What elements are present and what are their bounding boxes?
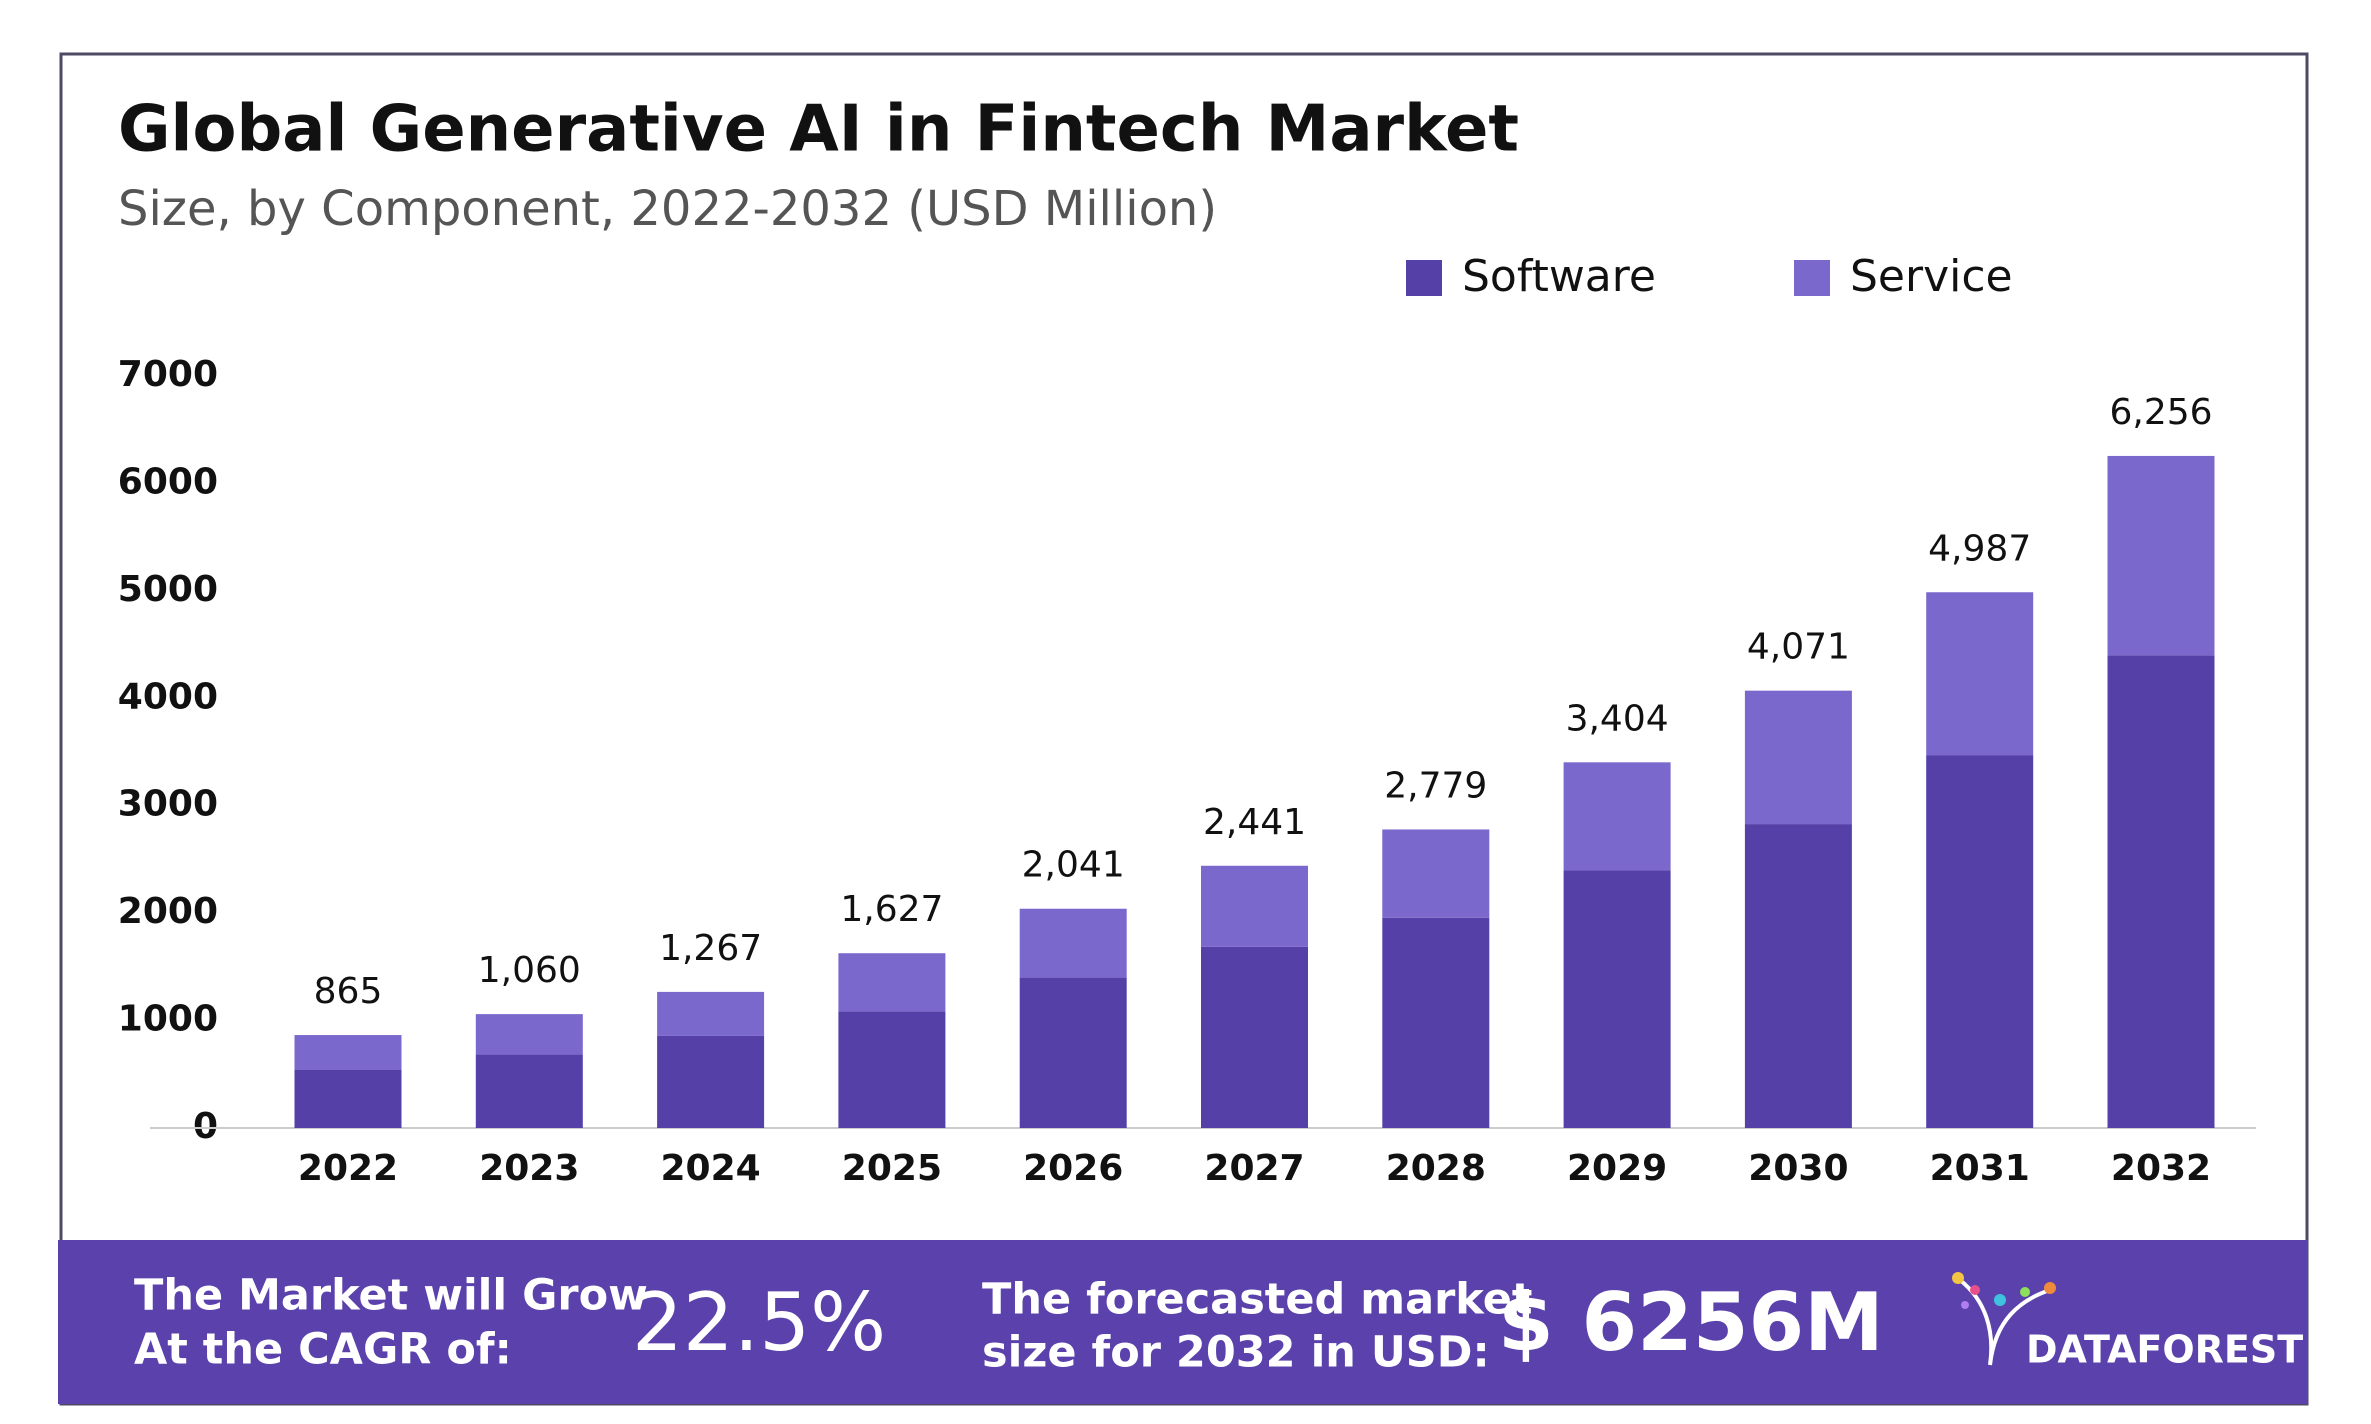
total-label: 2,441 [1203,802,1306,843]
x-tick-label: 2028 [1386,1148,1486,1189]
bar-segment [1382,829,1490,918]
footer-text: The Market will Grow [134,1271,648,1321]
bar-segment [1019,977,1127,1128]
y-tick-label: 7000 [118,354,218,395]
legend-swatch [1406,260,1442,296]
bar-segment [838,1011,946,1128]
x-tick-label: 2032 [2111,1148,2211,1189]
bar-segment [1201,865,1308,947]
y-tick-label: 1000 [118,999,218,1040]
bar-segment [475,1014,583,1055]
y-tick-label: 4000 [118,676,218,717]
total-label: 3,404 [1566,698,1669,739]
x-tick-label: 2027 [1204,1148,1304,1189]
bar-segment [2107,455,2215,656]
footer-value: 22.5% [632,1276,886,1369]
y-tick-label: 6000 [118,461,218,502]
x-tick-label: 2031 [1930,1148,2030,1189]
bar-segment [838,953,946,1012]
bar-segment [1926,755,2034,1128]
total-label: 2,041 [1022,845,1125,886]
logo: DATAFOREST [1952,1272,2303,1372]
y-tick-label: 5000 [118,569,218,610]
chart-subtitle: Size, by Component, 2022-2032 (USD Milli… [118,181,1217,237]
bar-segment [1744,690,1852,825]
bar-segment [1382,917,1490,1128]
footer-value: $ 6256M [1498,1276,1884,1369]
legend-swatch [1794,260,1830,296]
total-label: 1,627 [840,889,943,930]
footer-band [58,1240,2308,1404]
chart-title: Global Generative AI in Fintech Market [118,93,1519,167]
bar-segment [294,1069,402,1128]
total-label: 1,267 [659,928,762,969]
x-tick-label: 2024 [660,1148,760,1189]
legend-label: Service [1850,251,2013,302]
x-tick-label: 2029 [1567,1148,1667,1189]
x-tick-label: 2030 [1748,1148,1848,1189]
x-tick-label: 2026 [1023,1148,1123,1189]
footer-text: At the CAGR of: [134,1325,512,1375]
bar-segment [1201,946,1308,1128]
y-tick-label: 2000 [118,891,218,932]
bar-segment [294,1035,402,1070]
bar-segment [1926,592,2034,756]
footer-text: The forecasted market [982,1275,1532,1325]
bar-segment [657,991,765,1036]
bar-segment [2107,655,2215,1128]
total-label: 865 [314,971,383,1012]
x-tick-label: 2025 [842,1148,942,1189]
legend-label: Software [1462,251,1656,302]
total-label: 4,071 [1747,627,1850,668]
brand: DATAFOREST [2026,1328,2303,1372]
y-tick-label: 3000 [118,784,218,825]
total-label: 1,060 [478,950,581,991]
bar-segment [657,1035,765,1128]
y-tick-label: 0 [193,1106,218,1147]
x-tick-label: 2022 [298,1148,398,1189]
bar-segment [1563,870,1671,1128]
bar-segment [1563,762,1671,871]
total-label: 6,256 [2109,392,2212,433]
footer-text: size for 2032 in USD: [982,1328,1490,1378]
x-tick-label: 2023 [479,1148,579,1189]
bar-segment [1744,824,1852,1128]
bar-segment [1019,908,1127,978]
total-label: 2,779 [1384,765,1487,806]
total-label: 4,987 [1928,528,2031,569]
bar-segment [475,1054,583,1128]
